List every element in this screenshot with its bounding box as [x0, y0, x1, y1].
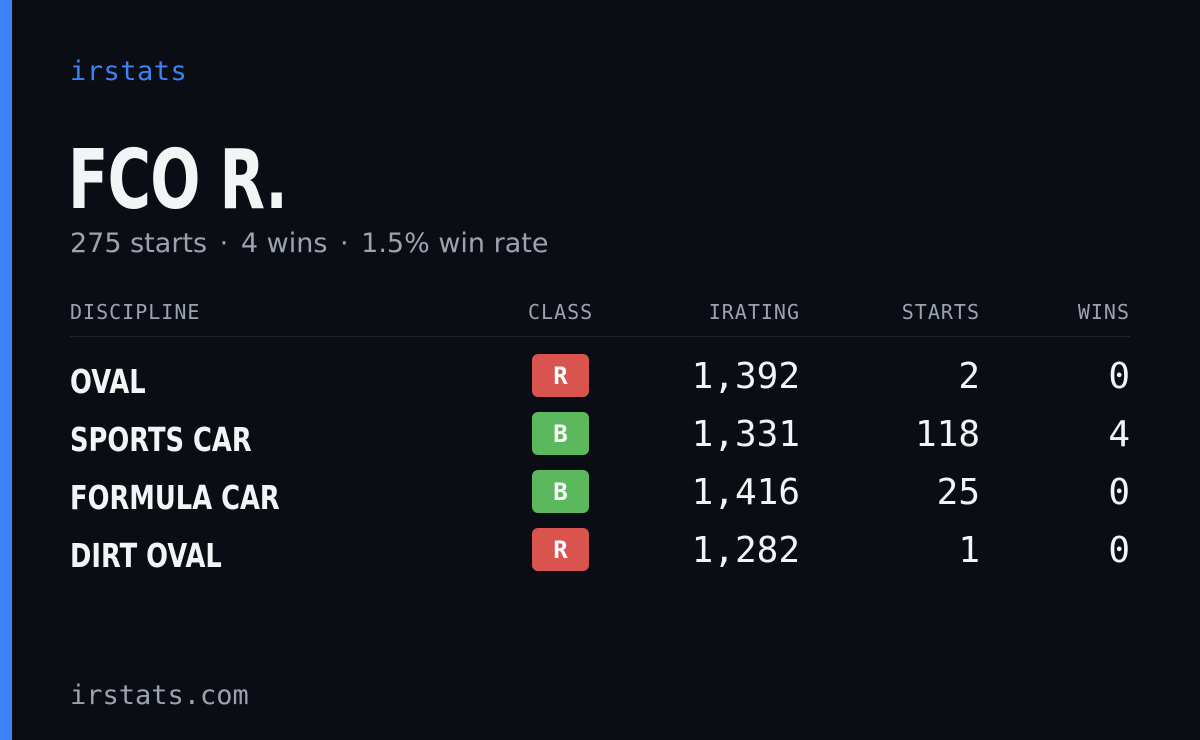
wins-value: 0: [1108, 530, 1130, 571]
table-row: DIRT OVAL R 1,282 1 0: [70, 526, 1130, 584]
irating-value: 1,331: [691, 414, 800, 455]
brand-logo[interactable]: irstats: [70, 56, 188, 87]
summary-separator: ·: [339, 228, 349, 259]
irating-value: 1,416: [691, 472, 800, 513]
accent-bar: [0, 0, 12, 740]
summary-win-rate: 1.5% win rate: [361, 228, 549, 259]
discipline-name: SPORTS CAR: [70, 420, 252, 459]
discipline-name: FORMULA CAR: [70, 478, 280, 517]
column-header-wins: WINS: [1077, 300, 1130, 324]
starts-value: 2: [958, 356, 980, 397]
table-header: DISCIPLINE CLASS IRATING STARTS WINS: [70, 300, 1130, 337]
discipline-name: DIRT OVAL: [70, 536, 222, 575]
discipline-table: OVAL R 1,392 2 0 SPORTS CAR B 1,331 118 …: [70, 352, 1130, 584]
summary-starts: 275 starts: [70, 228, 208, 259]
irating-value: 1,282: [691, 530, 800, 571]
column-header-class: CLASS: [528, 300, 594, 324]
discipline-name: OVAL: [70, 362, 146, 401]
driver-summary: 275 starts · 4 wins · 1.5% win rate: [70, 228, 548, 259]
class-badge: R: [532, 354, 589, 397]
class-badge: R: [532, 528, 589, 571]
table-row: FORMULA CAR B 1,416 25 0: [70, 468, 1130, 526]
footer-url[interactable]: irstats.com: [70, 680, 249, 711]
column-header-irating: IRATING: [708, 300, 800, 324]
starts-value: 118: [914, 414, 980, 455]
wins-value: 0: [1108, 356, 1130, 397]
column-header-starts: STARTS: [901, 300, 980, 324]
column-header-discipline: DISCIPLINE: [70, 300, 201, 324]
wins-value: 4: [1108, 414, 1130, 455]
summary-separator: ·: [219, 228, 229, 259]
wins-value: 0: [1108, 472, 1130, 513]
table-row: OVAL R 1,392 2 0: [70, 352, 1130, 410]
starts-value: 1: [958, 530, 980, 571]
driver-name: FCO R.: [68, 133, 288, 228]
table-row: SPORTS CAR B 1,331 118 4: [70, 410, 1130, 468]
class-badge: B: [532, 412, 589, 455]
starts-value: 25: [936, 472, 980, 513]
irating-value: 1,392: [691, 356, 800, 397]
class-badge: B: [532, 470, 589, 513]
summary-wins: 4 wins: [240, 228, 328, 259]
